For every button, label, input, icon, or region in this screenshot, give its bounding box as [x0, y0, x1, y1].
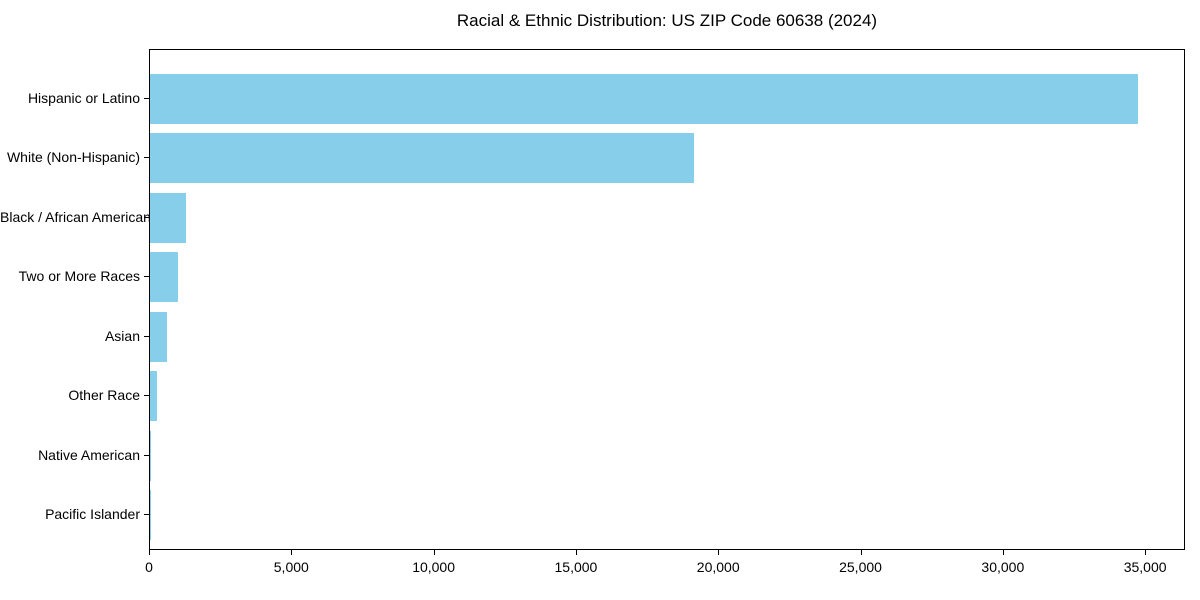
y-tick-mark	[144, 216, 149, 218]
bar-hispanic-or-latino	[150, 73, 1138, 124]
x-tick-label: 0	[145, 559, 153, 575]
x-tick-mark	[1002, 550, 1004, 555]
y-tick-label-white-non-hispanic: White (Non-Hispanic)	[6, 149, 140, 166]
chart-title: Racial & Ethnic Distribution: US ZIP Cod…	[456, 11, 878, 30]
x-tick-mark	[433, 550, 435, 555]
y-tick-label-pacific-islander: Pacific Islander	[45, 506, 140, 523]
x-tick-mark	[860, 550, 862, 555]
bar-native-american	[150, 430, 152, 481]
y-tick-mark	[144, 454, 149, 456]
x-tick-label: 5,000	[273, 559, 309, 575]
x-tick-label: 10,000	[412, 559, 456, 575]
x-tick-label: 25,000	[839, 559, 882, 575]
x-tick-mark	[1145, 550, 1147, 555]
plot-area	[149, 49, 1185, 550]
x-tick-label: 15,000	[554, 559, 598, 575]
y-tick-mark	[144, 335, 149, 337]
y-tick-label-two-or-more-races: Two or More Races	[18, 268, 140, 285]
y-tick-label-asian: Asian	[104, 327, 140, 344]
x-tick-mark	[291, 550, 293, 555]
bar-other-race	[150, 371, 158, 422]
bar-white-non-hispanic	[150, 133, 694, 184]
bar-black-african-american	[150, 192, 186, 243]
x-tick-mark	[718, 550, 720, 555]
y-tick-label-hispanic-or-latino: Hispanic or Latino	[27, 89, 140, 106]
x-tick-label: 20,000	[696, 559, 740, 575]
y-tick-mark	[144, 157, 149, 159]
bar-asian	[150, 311, 168, 362]
x-tick-label: 30,000	[981, 559, 1025, 575]
y-tick-mark	[144, 395, 149, 397]
y-tick-label-native-american: Native American	[38, 446, 140, 463]
y-tick-mark	[144, 276, 149, 278]
y-tick-mark	[144, 97, 149, 99]
y-tick-label-other-race: Other Race	[68, 387, 140, 404]
y-tick-label-black-african-american: Black / African American	[0, 208, 151, 225]
x-tick-label: 35,000	[1123, 559, 1167, 575]
y-tick-mark	[144, 514, 149, 516]
x-tick-mark	[575, 550, 577, 555]
x-tick-mark	[149, 550, 150, 555]
bar-two-or-more-races	[150, 252, 178, 303]
